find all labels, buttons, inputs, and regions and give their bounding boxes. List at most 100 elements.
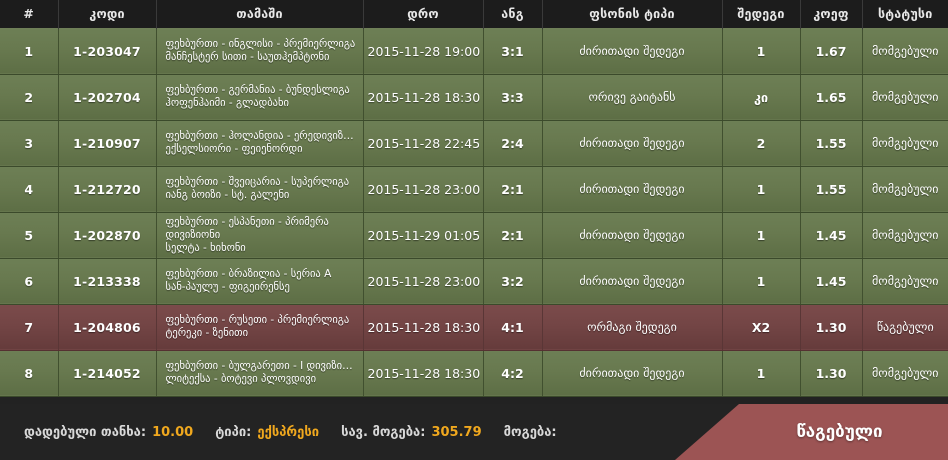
table-row[interactable]: 2 1-202704 ფეხბურთი - გერმანია - ბუნდესლიგ… bbox=[0, 73, 948, 121]
cell-score: 4:2 bbox=[483, 349, 543, 397]
cell-bet-code: 1-212720 bbox=[58, 165, 157, 213]
bet-table-head: # კოდი თამაში დრო ანგ ფსონის ტიპი შედეგი… bbox=[0, 0, 948, 28]
cell-pick: 1 bbox=[722, 27, 801, 75]
column-header-game[interactable]: თამაში bbox=[156, 0, 364, 28]
cell-score: 2:4 bbox=[483, 119, 543, 167]
cell-pick: 1 bbox=[722, 257, 801, 305]
cell-game: ფეხბურთი - ინგლისი - პრემიერლიგა მანჩესტე… bbox=[156, 27, 364, 75]
table-row[interactable]: 8 1-214052 ფეხბურთი - ბულგარეთი - I დივიზი… bbox=[0, 349, 948, 397]
cell-bet-type: ძირითადი შედეგი bbox=[542, 257, 723, 305]
cell-odds: 1.45 bbox=[800, 211, 863, 259]
cell-bet-code: 1-210907 bbox=[58, 119, 157, 167]
cell-score: 3:3 bbox=[483, 73, 543, 121]
column-header-bet-type[interactable]: ფსონის ტიპი bbox=[542, 0, 723, 28]
column-header-num[interactable]: # bbox=[0, 0, 59, 28]
cell-odds: 1.45 bbox=[800, 257, 863, 305]
cell-status: მომგებული bbox=[862, 73, 948, 121]
game-line-1: ფეხბურთი - ბრაზილია - სერია A bbox=[165, 268, 332, 280]
table-row[interactable]: 1 1-203047 ფეხბურთი - ინგლისი - პრემიერლიგ… bbox=[0, 27, 948, 75]
cell-event-time: 2015-11-29 01:05 bbox=[363, 211, 484, 259]
cell-pick: 1 bbox=[722, 165, 801, 213]
cell-game: ფეხბურთი - გერმანია - ბუნდესლიგა ჰოფენჰაი… bbox=[156, 73, 364, 121]
cell-bet-code: 1-204806 bbox=[58, 303, 157, 351]
stake-value: 10.00 bbox=[152, 424, 194, 440]
cell-bet-code: 1-213338 bbox=[58, 257, 157, 305]
game-line-2: დივიზიონი bbox=[165, 228, 221, 241]
cell-bet-type: ორივე გაიტანს bbox=[542, 73, 723, 121]
column-header-odds[interactable]: კოეფ bbox=[800, 0, 863, 28]
bet-slip-footer: დადებული თანხა: 10.00 ტიპი: ექსპრესი სავ… bbox=[0, 404, 948, 460]
cell-row-number: 4 bbox=[0, 165, 59, 213]
bet-table-body: 1 1-203047 ფეხბურთი - ინგლისი - პრემიერლიგ… bbox=[0, 27, 948, 397]
table-row[interactable]: 3 1-210907 ფეხბურთი - ჰოლანდია - ერედივიზი… bbox=[0, 119, 948, 167]
cell-pick: X2 bbox=[722, 303, 801, 351]
cell-event-time: 2015-11-28 19:00 bbox=[363, 27, 484, 75]
cell-game: ფეხბურთი - შვეიცარია - სუპერლიგა იანგ ბოი… bbox=[156, 165, 364, 213]
possible-win-label: სავ. მოგება: bbox=[341, 424, 426, 440]
cell-row-number: 5 bbox=[0, 211, 59, 259]
cell-odds: 1.55 bbox=[800, 165, 863, 213]
column-header-code[interactable]: კოდი bbox=[58, 0, 157, 28]
possible-win-value: 305.79 bbox=[431, 424, 482, 440]
column-header-score[interactable]: ანგ bbox=[483, 0, 543, 28]
game-line-1: ფეხბურთი - ბულგარეთი - I დივიზიონი bbox=[165, 360, 359, 372]
cell-row-number: 6 bbox=[0, 257, 59, 305]
game-line-1: ფეხბურთი - რუსეთი - პრემიერლიგა bbox=[165, 314, 350, 326]
cell-bet-type: ძირითადი შედეგი bbox=[542, 119, 723, 167]
cell-pick: 2 bbox=[722, 119, 801, 167]
game-line-2: ლიტექსა - ბოტევი პლოვდივი bbox=[165, 373, 317, 385]
game-line-1: ფეხბურთი - ჰოლანდია - ერედივიზიონი bbox=[165, 130, 359, 142]
cell-score: 4:1 bbox=[483, 303, 543, 351]
bet-type-summary: ტიპი: ექსპრესი bbox=[215, 425, 319, 440]
cell-game: ფეხბურთი - რუსეთი - პრემიერლიგა ტერეკი - … bbox=[156, 303, 364, 351]
footer-summary: დადებული თანხა: 10.00 ტიპი: ექსპრესი სავ… bbox=[0, 404, 563, 460]
cell-score: 2:1 bbox=[483, 165, 543, 213]
cell-bet-type: ძირითადი შედეგი bbox=[542, 349, 723, 397]
bet-type-value: ექსპრესი bbox=[257, 424, 320, 440]
game-line-3: სელტა - ხიხონი bbox=[165, 241, 246, 254]
cell-score: 3:2 bbox=[483, 257, 543, 305]
cell-event-time: 2015-11-28 18:30 bbox=[363, 73, 484, 121]
game-line-1: ფეხბურთი - შვეიცარია - სუპერლიგა bbox=[165, 176, 350, 188]
cell-status: მომგებული bbox=[862, 211, 948, 259]
win-label: მოგება: bbox=[503, 424, 557, 440]
cell-bet-code: 1-202870 bbox=[58, 211, 157, 259]
game-line-2: ჰოფენჰაიმი - გლადბახი bbox=[165, 97, 289, 109]
result-status-badge: წაგებული bbox=[675, 404, 948, 460]
cell-bet-code: 1-202704 bbox=[58, 73, 157, 121]
cell-event-time: 2015-11-28 18:30 bbox=[363, 349, 484, 397]
column-header-pick[interactable]: შედეგი bbox=[722, 0, 801, 28]
game-line-2: ტერეკი - ზენითი bbox=[165, 327, 249, 339]
cell-bet-type: ძირითადი შედეგი bbox=[542, 165, 723, 213]
cell-odds: 1.67 bbox=[800, 27, 863, 75]
stake-summary: დადებული თანხა: 10.00 bbox=[24, 425, 193, 440]
cell-score: 2:1 bbox=[483, 211, 543, 259]
column-header-time[interactable]: დრო bbox=[363, 0, 484, 28]
game-line-1: ფეხბურთი - ინგლისი - პრემიერლიგა bbox=[165, 38, 356, 50]
cell-odds: 1.55 bbox=[800, 119, 863, 167]
column-header-status[interactable]: სტატუსი bbox=[862, 0, 948, 28]
cell-bet-code: 1-203047 bbox=[58, 27, 157, 75]
table-header-row: # კოდი თამაში დრო ანგ ფსონის ტიპი შედეგი… bbox=[0, 0, 948, 28]
cell-pick: 1 bbox=[722, 349, 801, 397]
cell-bet-type: ძირითადი შედეგი bbox=[542, 211, 723, 259]
possible-win-summary: სავ. მოგება: 305.79 bbox=[341, 425, 482, 440]
cell-bet-type: ორმაგი შედეგი bbox=[542, 303, 723, 351]
table-row[interactable]: 5 1-202870 ფეხბურთი - ესპანეთი - პრიმერა დი… bbox=[0, 211, 948, 259]
cell-pick: 1 bbox=[722, 211, 801, 259]
cell-bet-code: 1-214052 bbox=[58, 349, 157, 397]
cell-bet-type: ძირითადი შედეგი bbox=[542, 27, 723, 75]
table-row[interactable]: 7 1-204806 ფეხბურთი - რუსეთი - პრემიერლიგა… bbox=[0, 303, 948, 351]
stake-label: დადებული თანხა: bbox=[24, 424, 147, 440]
win-summary: მოგება: bbox=[504, 425, 563, 440]
cell-row-number: 7 bbox=[0, 303, 59, 351]
bet-table: # კოდი თამაში დრო ანგ ფსონის ტიპი შედეგი… bbox=[0, 0, 948, 397]
cell-event-time: 2015-11-28 23:00 bbox=[363, 165, 484, 213]
game-line-1: ფეხბურთი - ესპანეთი - პრიმერა bbox=[165, 215, 329, 228]
cell-game: ფეხბურთი - ესპანეთი - პრიმერა დივიზიონი სე… bbox=[156, 211, 364, 259]
cell-score: 3:1 bbox=[483, 27, 543, 75]
table-row[interactable]: 4 1-212720 ფეხბურთი - შვეიცარია - სუპერლიგ… bbox=[0, 165, 948, 213]
